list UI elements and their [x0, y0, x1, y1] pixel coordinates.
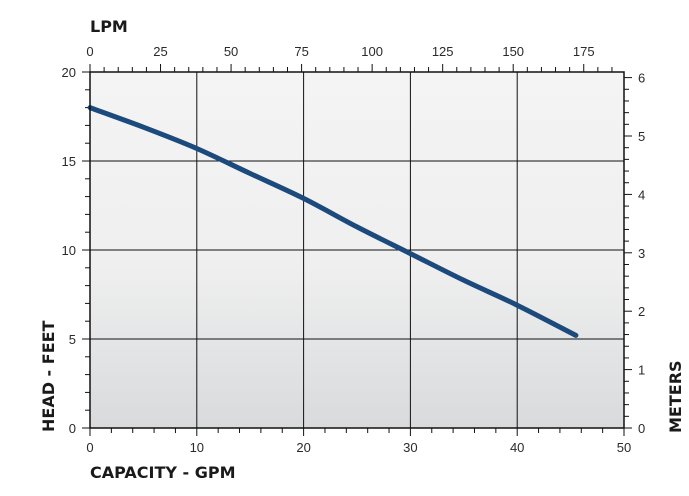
tick-label-x2: 75 — [294, 44, 308, 59]
y-axis-title: HEAD - FEET — [39, 320, 58, 432]
tick-label-x: 50 — [617, 440, 631, 455]
tick-label-y: 10 — [62, 243, 76, 258]
tick-label-y2: 0 — [638, 421, 645, 436]
series-layer — [87, 105, 579, 338]
y2-axis-title: METERS — [666, 360, 685, 433]
tick-label-y2: 2 — [638, 304, 645, 319]
plot-frame — [89, 71, 625, 429]
x2-axis-title: LPM — [90, 17, 128, 36]
tick-label-x2: 100 — [361, 44, 383, 59]
tick-label-y2: 1 — [638, 363, 645, 378]
tick-label-x: 10 — [190, 440, 204, 455]
tick-marks — [82, 64, 632, 436]
tick-label-x: 30 — [403, 440, 417, 455]
tick-label-y2: 4 — [638, 187, 645, 202]
x-axis-title: CAPACITY - GPM — [90, 463, 236, 482]
tick-label-y: 20 — [62, 65, 76, 80]
pump-curve-line — [87, 105, 579, 338]
grid-lines — [90, 72, 624, 428]
tick-label-x: 0 — [86, 440, 93, 455]
tick-label-x2: 175 — [573, 44, 595, 59]
tick-label-x2: 25 — [153, 44, 167, 59]
tick-label-y: 5 — [69, 332, 76, 347]
tick-label-y2: 6 — [638, 71, 645, 86]
tick-label-x2: 50 — [224, 44, 238, 59]
tick-label-y: 15 — [62, 154, 76, 169]
tick-label-x2: 125 — [432, 44, 454, 59]
tick-label-x: 40 — [510, 440, 524, 455]
tick-label-x2: 0 — [86, 44, 93, 59]
tick-label-x2: 150 — [502, 44, 524, 59]
tick-label-y2: 5 — [638, 129, 645, 144]
tick-label-x: 20 — [296, 440, 310, 455]
tick-label-y2: 3 — [638, 246, 645, 261]
tick-label-y: 0 — [69, 421, 76, 436]
